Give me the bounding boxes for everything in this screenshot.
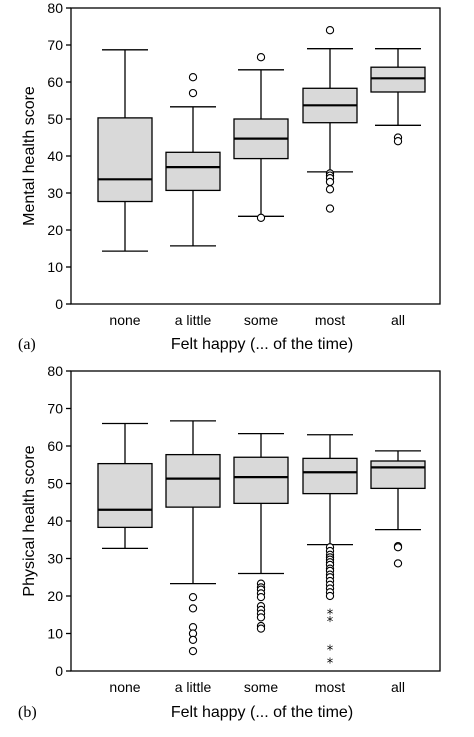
- y-axis-title: Mental health score: [21, 86, 38, 226]
- x-tick-label: some: [244, 679, 278, 695]
- x-tick-label: a little: [175, 312, 212, 328]
- box-iqr: [165, 151, 221, 192]
- y-axis-title: Physical health score: [21, 445, 38, 596]
- y-tick-label: 70: [47, 37, 63, 53]
- y-tick-label: 40: [47, 513, 63, 529]
- x-tick-label: a little: [175, 679, 212, 695]
- box-iqr: [302, 457, 358, 495]
- outlier-point: [256, 592, 266, 602]
- box-iqr: [165, 453, 221, 508]
- outlier-point: [325, 185, 335, 194]
- y-tick-label: 20: [47, 588, 63, 604]
- y-tick-label: 70: [47, 401, 63, 417]
- y-tick-label: 50: [47, 476, 63, 492]
- extreme-point: *: [327, 615, 334, 630]
- outlier-point: [393, 137, 403, 146]
- x-axis-title: Felt happy (... of the time): [171, 704, 353, 721]
- y-tick-label: 40: [47, 148, 63, 164]
- extreme-point: *: [327, 656, 334, 671]
- panel-label: (a): [18, 336, 36, 353]
- outlier-point: [325, 204, 335, 213]
- outlier-point: [188, 592, 198, 602]
- extreme-point: *: [327, 608, 334, 623]
- box-iqr: [370, 66, 426, 93]
- y-tick-label: 10: [47, 626, 63, 642]
- panel-label: (b): [18, 704, 37, 721]
- box-iqr: [97, 462, 153, 529]
- x-tick-label: all: [391, 679, 405, 695]
- outlier-point: [256, 53, 266, 62]
- y-tick-label: 0: [55, 663, 63, 679]
- outlier-point: [393, 543, 403, 552]
- box-iqr: [370, 460, 426, 490]
- x-tick-label: none: [109, 312, 140, 328]
- y-tick-label: 80: [47, 0, 63, 16]
- outlier-point: [188, 646, 198, 656]
- panel-b-physical-health: 0 10 20 30 40 50 60 70 80 none a little some most all…: [18, 363, 441, 721]
- y-tick-label: 30: [47, 185, 63, 201]
- y-tick-label: 10: [47, 259, 63, 275]
- outlier-point: [325, 26, 335, 35]
- x-tick-label: most: [315, 312, 345, 328]
- outlier-point: [393, 559, 403, 568]
- box-iqr: [97, 117, 153, 203]
- outlier-point: [256, 213, 266, 222]
- y-tick-label: 0: [55, 296, 63, 312]
- x-tick-label: none: [109, 679, 140, 695]
- outlier-point: [188, 635, 198, 645]
- x-tick-label: some: [244, 312, 278, 328]
- y-tick-label: 50: [47, 111, 63, 127]
- x-tick-label: all: [391, 312, 405, 328]
- outlier-point: [188, 73, 198, 82]
- y-tick-label: 30: [47, 551, 63, 567]
- y-tick-label: 60: [47, 438, 63, 454]
- outlier-point: [325, 591, 335, 601]
- x-axis-title: Felt happy (... of the time): [171, 336, 353, 353]
- outlier-point: [188, 88, 198, 98]
- outlier-point: [256, 613, 266, 622]
- outlier-point: [188, 604, 198, 613]
- y-tick-label: 20: [47, 222, 63, 238]
- outlier-point: [325, 177, 335, 187]
- y-tick-label: 80: [47, 363, 63, 379]
- y-tick-label: 60: [47, 74, 63, 90]
- box-iqr: [233, 456, 289, 505]
- outlier-point: [256, 624, 266, 633]
- extreme-point: *: [327, 644, 334, 659]
- panel-a-mental-health: 0 10 20 30 40 50 60 70 80 none a little some most all…: [18, 0, 441, 353]
- x-tick-label: most: [315, 679, 345, 695]
